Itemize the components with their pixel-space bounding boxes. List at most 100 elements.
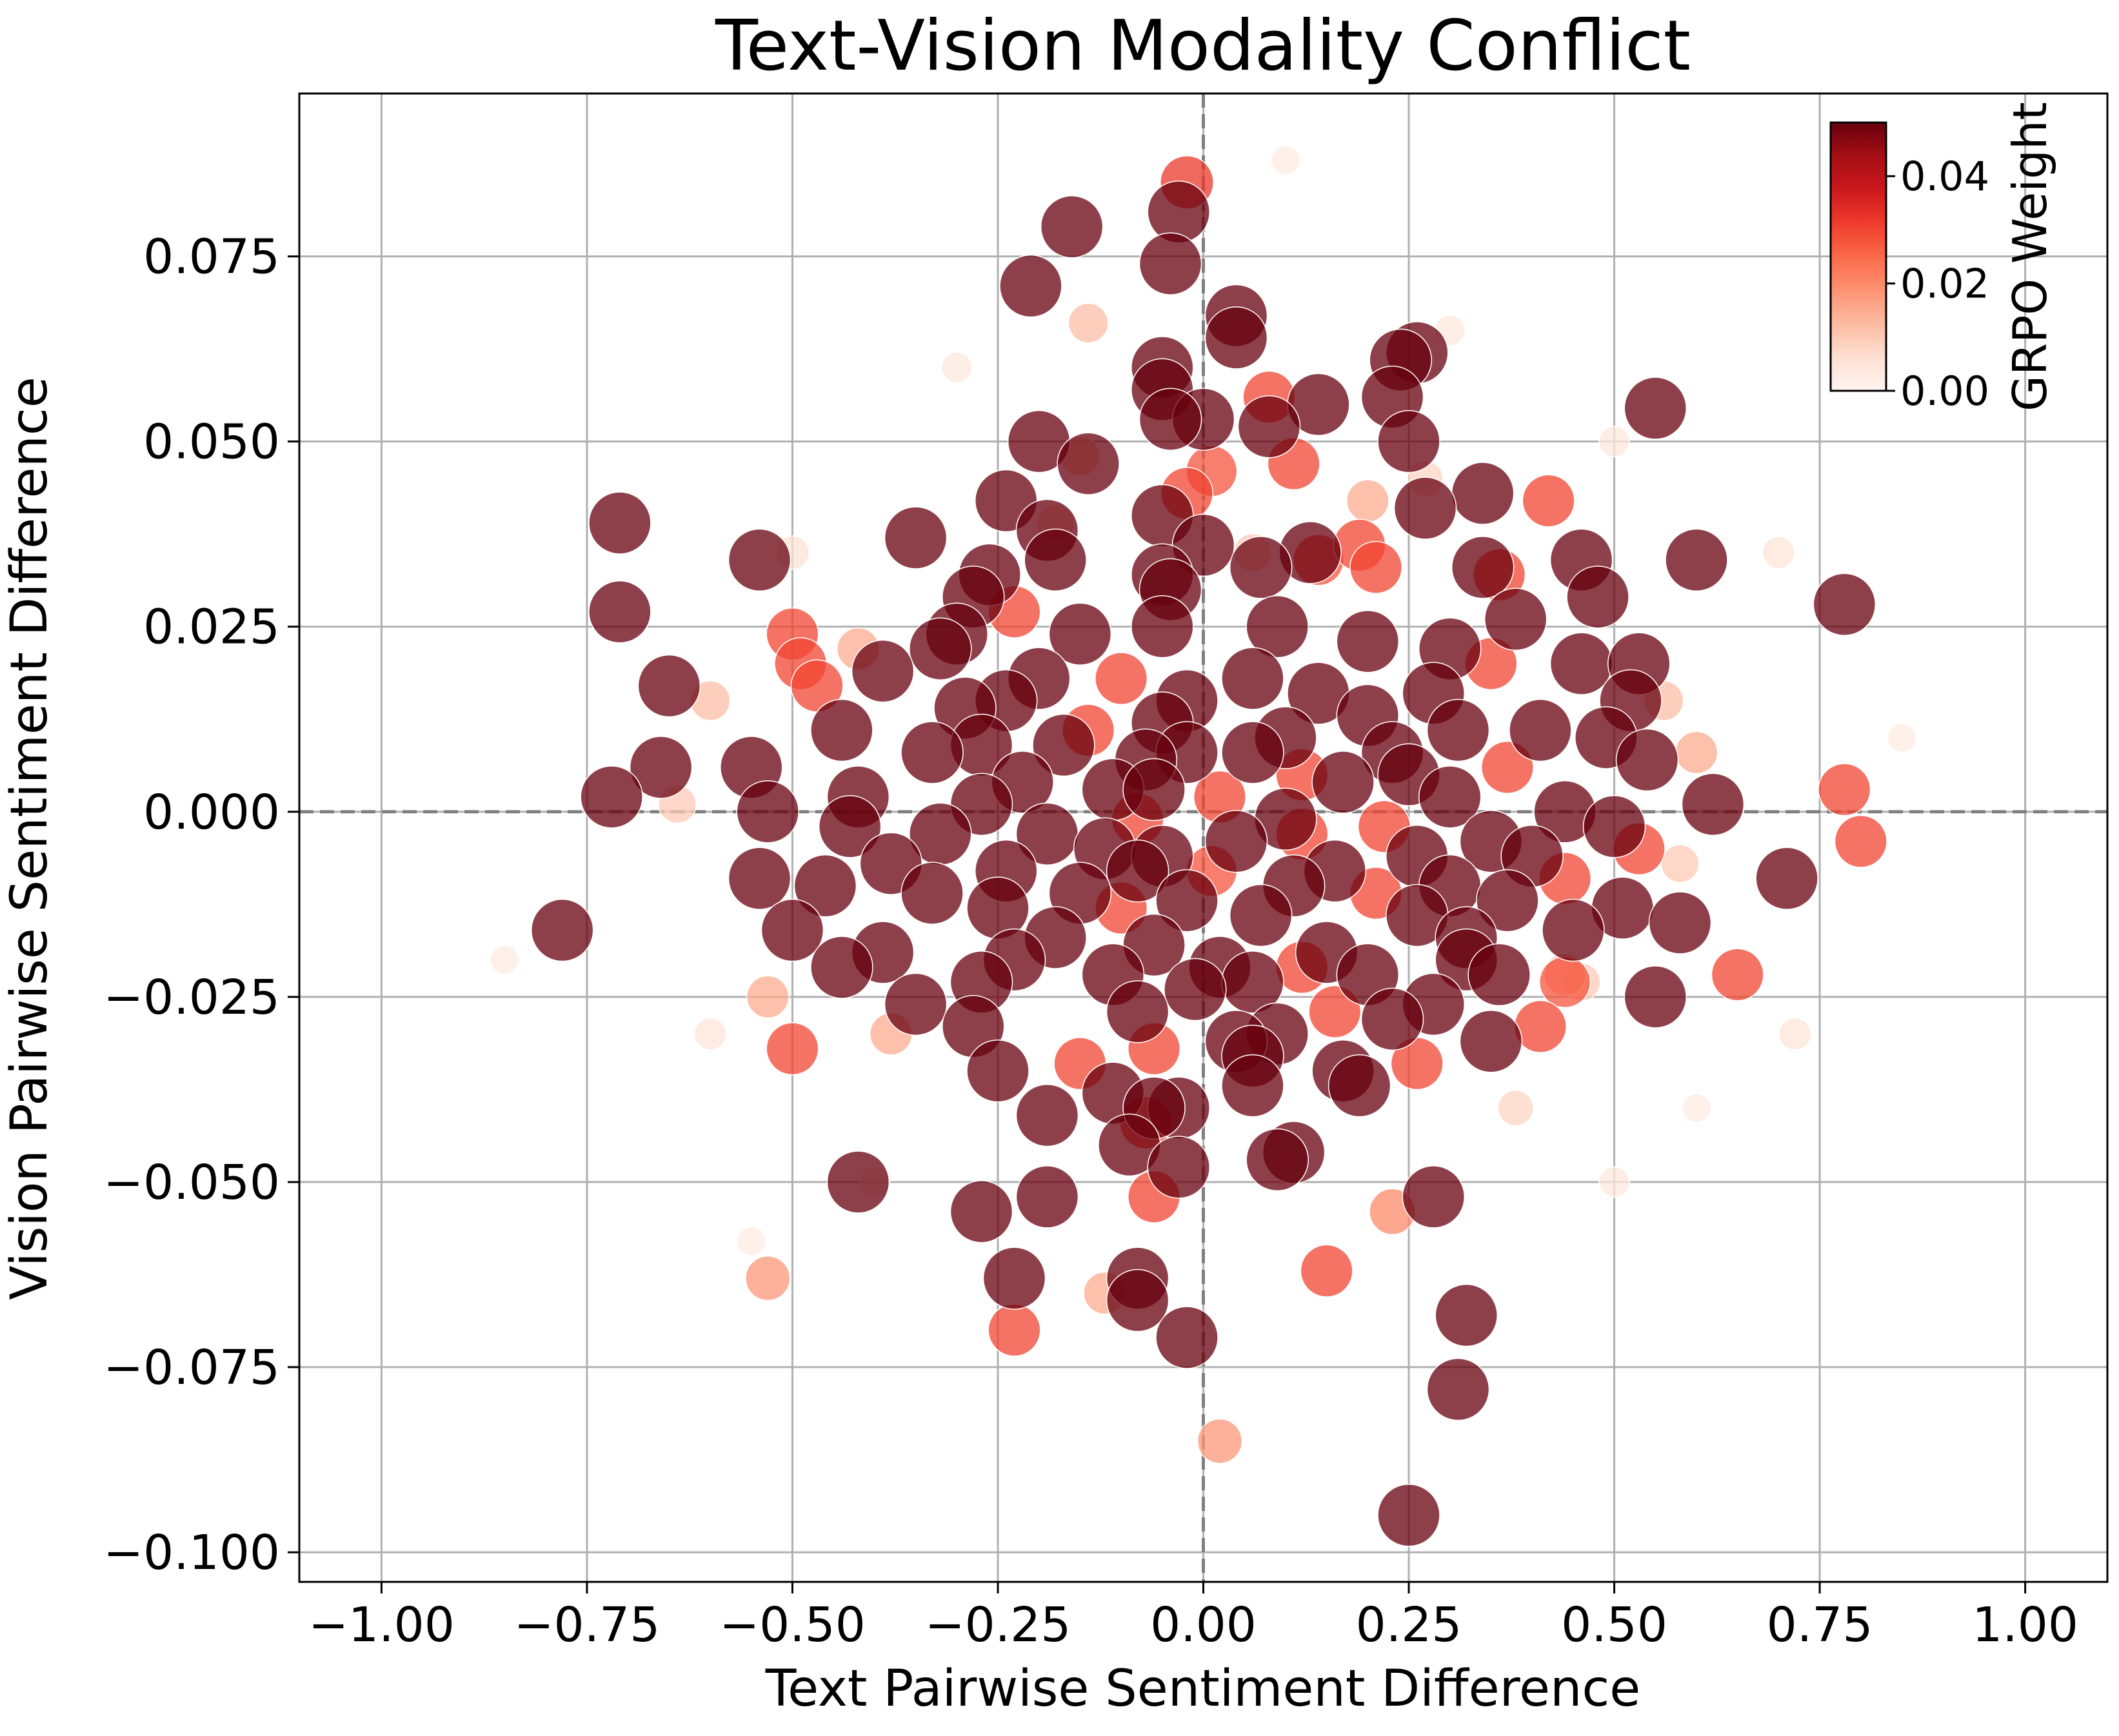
colorbar-gradient (1829, 121, 1887, 392)
data-point (693, 1017, 727, 1050)
data-points (490, 145, 1917, 1547)
data-point (1246, 1128, 1309, 1192)
data-point (1221, 721, 1284, 784)
data-point (1549, 632, 1613, 695)
data-point (1887, 722, 1917, 753)
data-point (490, 945, 520, 975)
data-point (810, 698, 873, 762)
data-point (1435, 1283, 1498, 1347)
data-point (1346, 479, 1389, 522)
data-point (1598, 1166, 1630, 1198)
y-tick-label: −0.050 (103, 1155, 280, 1210)
data-point (736, 1226, 766, 1256)
data-point (1648, 891, 1712, 954)
data-point (826, 1150, 890, 1214)
data-point (966, 1039, 1030, 1103)
y-tick-label: 0.075 (143, 230, 280, 285)
colorbar: GRPO Weight 0.00 0.02 0.04 (1829, 102, 2057, 415)
data-point (999, 254, 1062, 318)
data-point (1665, 528, 1728, 592)
data-point (1522, 474, 1575, 528)
x-tick-label: −1.00 (308, 1597, 455, 1653)
data-point (1057, 432, 1120, 495)
colorbar-tick-label: 0.02 (1900, 261, 1989, 308)
data-point (1755, 847, 1818, 910)
data-point (736, 780, 799, 843)
data-point (1393, 477, 1457, 540)
data-point (1813, 573, 1876, 636)
data-point (1068, 302, 1109, 344)
data-point (900, 862, 964, 925)
x-tick-label: −0.50 (719, 1597, 866, 1653)
data-point (1451, 536, 1515, 599)
data-point (588, 580, 652, 644)
colorbar-tick-label: 0.00 (1900, 368, 1989, 415)
data-point (1497, 1089, 1535, 1127)
x-tick-label: 0.50 (1561, 1597, 1667, 1653)
data-point (1106, 980, 1169, 1043)
data-point (1270, 145, 1300, 175)
data-point (1509, 698, 1572, 762)
data-point (1032, 713, 1095, 777)
data-point (728, 847, 791, 910)
data-point (1048, 602, 1112, 666)
data-point (950, 1180, 1013, 1243)
data-point (1778, 1017, 1812, 1050)
data-point (818, 795, 882, 858)
data-point (588, 491, 652, 555)
data-point (1300, 1244, 1353, 1297)
data-point (1476, 869, 1539, 932)
data-point (1681, 773, 1745, 836)
data-point (1467, 943, 1531, 1007)
data-point (1660, 844, 1700, 883)
data-point (1221, 647, 1284, 710)
y-tick-label: −0.075 (103, 1340, 280, 1396)
data-point (940, 351, 973, 384)
data-point (1360, 987, 1424, 1051)
data-point (909, 617, 972, 680)
data-point (1237, 395, 1301, 459)
data-point (1024, 528, 1087, 592)
data-point (1538, 956, 1591, 1009)
data-point (1426, 1357, 1490, 1421)
data-point (1336, 609, 1400, 673)
data-point (810, 936, 873, 999)
y-axis-label: Vision Pairwise Sentiment Difference (1, 377, 59, 1300)
data-point (1582, 795, 1646, 858)
data-point (851, 639, 915, 703)
data-point (884, 506, 948, 569)
x-tick-label: 0.25 (1356, 1597, 1462, 1653)
x-tick-label: 0.75 (1767, 1597, 1873, 1653)
data-point (766, 1022, 819, 1076)
data-point (1229, 883, 1293, 947)
data-point (988, 1303, 1041, 1357)
colorbar-label: GRPO Weight (2003, 102, 2057, 411)
data-point (1139, 388, 1202, 451)
data-point (1624, 377, 1687, 440)
data-point (1106, 1268, 1169, 1332)
data-point (1197, 1418, 1243, 1464)
data-point (1834, 814, 1887, 868)
data-point (1229, 536, 1293, 599)
x-axis-label: Text Pairwise Sentiment Difference (765, 1660, 1641, 1718)
y-tick-label: 0.000 (143, 785, 280, 840)
data-point (530, 898, 594, 962)
data-point (982, 1247, 1046, 1310)
data-point (1040, 195, 1104, 259)
data-point (1328, 1054, 1391, 1118)
y-tick-label: 0.025 (143, 600, 280, 655)
data-point (1426, 698, 1490, 762)
data-point (1015, 1165, 1079, 1228)
chart-title: Text-Vision Modality Conflict (715, 6, 1691, 86)
data-point (1164, 958, 1227, 1021)
x-tick-label: −0.75 (514, 1597, 661, 1653)
data-point (1131, 595, 1194, 658)
data-point (1377, 409, 1440, 473)
x-tick-label: 1.00 (1972, 1597, 2078, 1653)
data-point (1106, 839, 1169, 903)
data-point (1204, 306, 1268, 370)
data-point (1818, 763, 1871, 816)
data-point (1155, 869, 1219, 932)
data-point (1349, 540, 1403, 594)
